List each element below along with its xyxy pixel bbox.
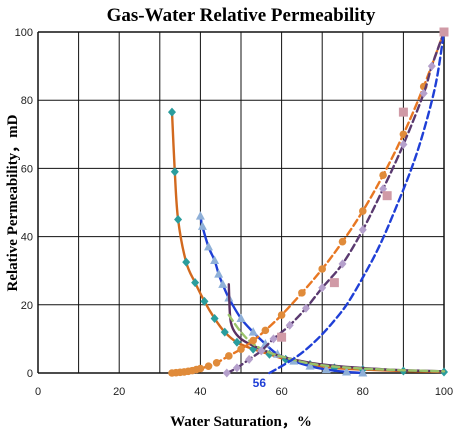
data-point <box>359 207 367 215</box>
data-point <box>358 225 367 235</box>
series-line <box>227 283 446 373</box>
data-point <box>174 215 183 225</box>
x-tick-label: 80 <box>357 386 369 398</box>
data-point <box>232 363 241 373</box>
x-tick-label: 40 <box>194 386 206 398</box>
data-point <box>210 255 220 264</box>
data-point <box>419 88 428 98</box>
series-line <box>225 30 446 375</box>
series-krg-green <box>227 313 446 373</box>
y-tick-label: 60 <box>21 163 33 175</box>
data-point <box>285 320 294 330</box>
series-krw-blue <box>268 30 446 375</box>
data-point <box>204 362 213 370</box>
data-point <box>301 303 310 313</box>
data-point <box>245 354 254 364</box>
data-point <box>237 345 245 353</box>
data-point <box>305 361 315 370</box>
y-tick-label: 0 <box>27 368 33 380</box>
data-point <box>379 184 388 194</box>
data-point <box>210 313 219 323</box>
data-point <box>170 167 179 177</box>
data-point <box>225 352 233 360</box>
data-point <box>214 269 224 278</box>
data-point <box>182 257 191 267</box>
data-point <box>318 265 327 273</box>
data-point <box>167 107 176 117</box>
data-point <box>379 171 387 180</box>
y-axis-title: Relative Permeability，mD <box>5 114 21 291</box>
data-point <box>222 368 231 378</box>
data-point <box>212 358 221 367</box>
annotations: 56 <box>253 376 267 390</box>
data-point <box>277 311 286 319</box>
x-tick-label: 100 <box>435 386 453 398</box>
data-point <box>248 327 258 336</box>
data-point <box>321 364 331 374</box>
series-krw-pink <box>277 27 449 342</box>
y-tick-label: 80 <box>21 95 33 107</box>
data-point <box>220 327 229 337</box>
data-point <box>196 364 205 373</box>
data-point <box>298 289 306 297</box>
series-line <box>227 313 446 373</box>
data-point <box>197 221 207 230</box>
data-point <box>329 278 339 288</box>
data-point <box>338 259 347 269</box>
data-point <box>218 279 228 288</box>
series-krg-orange <box>167 107 448 377</box>
series-krg-purple <box>227 283 446 373</box>
data-point <box>257 346 266 356</box>
data-point <box>232 337 241 347</box>
series-line <box>268 30 446 375</box>
annotation-label: 56 <box>253 376 267 390</box>
data-point <box>427 61 436 71</box>
grid <box>37 31 445 374</box>
y-tick-label: 40 <box>21 232 33 244</box>
data-point <box>382 191 392 201</box>
data-point <box>195 211 205 220</box>
data-point <box>236 313 246 322</box>
data-point <box>277 332 287 342</box>
data-point <box>261 326 270 335</box>
data-point <box>398 107 408 117</box>
data-point <box>439 27 449 37</box>
data-point <box>200 296 209 306</box>
data-point <box>399 140 408 150</box>
chart-title: Gas-Water Relative Permeability <box>107 5 376 26</box>
series-krw-purple <box>222 27 448 378</box>
data-point <box>399 130 408 139</box>
data-point <box>338 237 347 246</box>
x-tick-label: 0 <box>35 386 41 398</box>
y-tick-label: 100 <box>15 27 33 39</box>
series-group <box>167 27 449 378</box>
y-tick-labels: 0 20 40 60 80 100 <box>15 27 33 380</box>
data-point <box>358 368 368 377</box>
data-point <box>204 241 214 251</box>
series-line <box>199 214 364 375</box>
series-krw-orange <box>168 28 448 377</box>
x-tick-label: 20 <box>113 386 125 398</box>
x-tick-label: 60 <box>275 386 287 398</box>
data-point <box>318 283 327 293</box>
data-point <box>342 366 352 376</box>
x-tick-labels: 0 20 40 60 80 100 <box>35 386 453 398</box>
y-tick-label: 20 <box>21 300 33 312</box>
data-point <box>191 278 200 288</box>
data-point <box>269 334 278 344</box>
x-axis-title: Water Saturation，% <box>170 414 312 430</box>
series-krg-blue <box>195 211 368 377</box>
data-point <box>249 336 257 345</box>
